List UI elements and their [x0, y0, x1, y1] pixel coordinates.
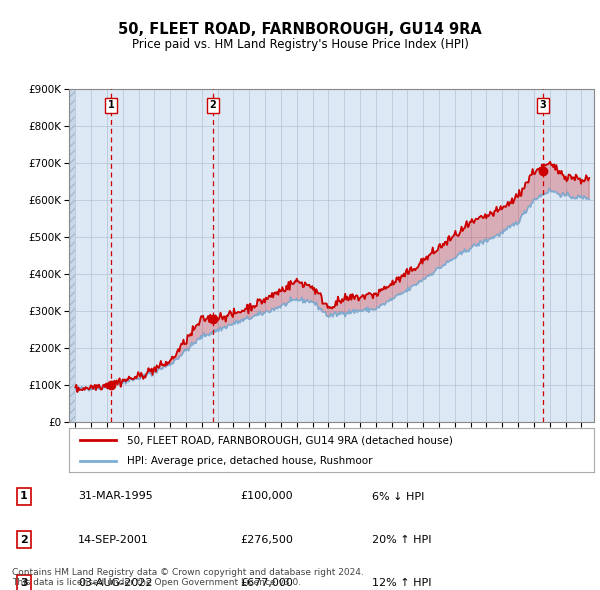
Text: £677,000: £677,000 — [240, 578, 293, 588]
Text: Price paid vs. HM Land Registry's House Price Index (HPI): Price paid vs. HM Land Registry's House … — [131, 38, 469, 51]
Text: HPI: Average price, detached house, Rushmoor: HPI: Average price, detached house, Rush… — [127, 456, 372, 466]
Text: 6% ↓ HPI: 6% ↓ HPI — [372, 491, 424, 502]
Text: 14-SEP-2001: 14-SEP-2001 — [78, 535, 149, 545]
Text: 1: 1 — [20, 491, 28, 502]
Text: 2: 2 — [20, 535, 28, 545]
Text: £100,000: £100,000 — [240, 491, 293, 502]
Text: Contains HM Land Registry data © Crown copyright and database right 2024.
This d: Contains HM Land Registry data © Crown c… — [12, 568, 364, 587]
Text: 3: 3 — [20, 578, 28, 588]
Text: 3: 3 — [540, 100, 547, 110]
Text: 50, FLEET ROAD, FARNBOROUGH, GU14 9RA: 50, FLEET ROAD, FARNBOROUGH, GU14 9RA — [118, 22, 482, 37]
Text: 1: 1 — [107, 100, 114, 110]
Text: 12% ↑ HPI: 12% ↑ HPI — [372, 578, 431, 588]
Bar — [69, 88, 76, 422]
Text: 03-AUG-2022: 03-AUG-2022 — [78, 578, 152, 588]
Text: £276,500: £276,500 — [240, 535, 293, 545]
Text: 20% ↑ HPI: 20% ↑ HPI — [372, 535, 431, 545]
Text: 2: 2 — [209, 100, 217, 110]
Text: 31-MAR-1995: 31-MAR-1995 — [78, 491, 153, 502]
Text: 50, FLEET ROAD, FARNBOROUGH, GU14 9RA (detached house): 50, FLEET ROAD, FARNBOROUGH, GU14 9RA (d… — [127, 435, 452, 445]
